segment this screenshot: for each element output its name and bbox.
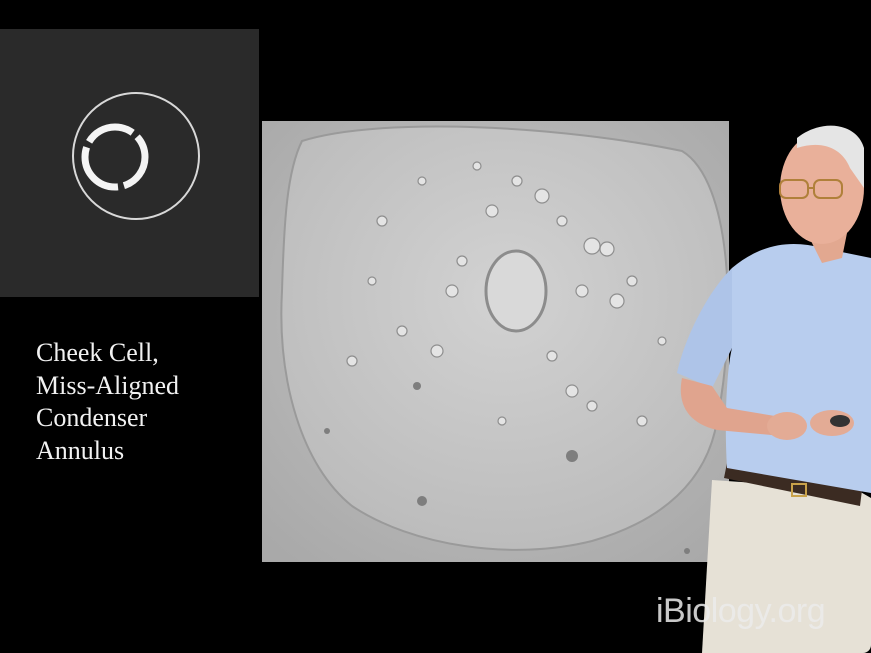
shirt <box>725 244 871 493</box>
caption-line-3: Condenser <box>36 403 148 432</box>
phase-ring-outline <box>72 92 200 220</box>
granules <box>346 161 667 427</box>
presenter-hair <box>797 125 864 188</box>
presenter <box>672 118 871 653</box>
trousers <box>702 480 871 653</box>
annulus-diagram <box>72 92 200 220</box>
caption-line-2: Miss-Aligned <box>36 370 179 400</box>
condenser-annulus-inset <box>0 29 259 297</box>
remote-clicker <box>830 415 850 427</box>
cheek-cell-micrograph <box>262 121 729 562</box>
caption-line-1: Cheek Cell, <box>36 338 159 367</box>
dark-spots <box>324 382 690 554</box>
presenter-arm <box>680 378 787 436</box>
presenter-head <box>780 132 864 244</box>
slide-caption: Cheek Cell, Miss-Aligned Condenser Annul… <box>36 337 246 467</box>
micrograph-image <box>262 121 729 562</box>
belt-buckle <box>791 483 807 497</box>
presenter-figure <box>677 125 871 653</box>
ibiology-watermark: iBiology.org <box>656 592 826 630</box>
caption-line-4: Annulus <box>36 435 125 465</box>
cell-membrane <box>280 125 729 551</box>
presenter-hand <box>767 412 807 440</box>
cell-nucleus <box>484 249 548 333</box>
condenser-annulus-ring <box>81 123 149 191</box>
shirt-sleeve <box>677 268 732 388</box>
